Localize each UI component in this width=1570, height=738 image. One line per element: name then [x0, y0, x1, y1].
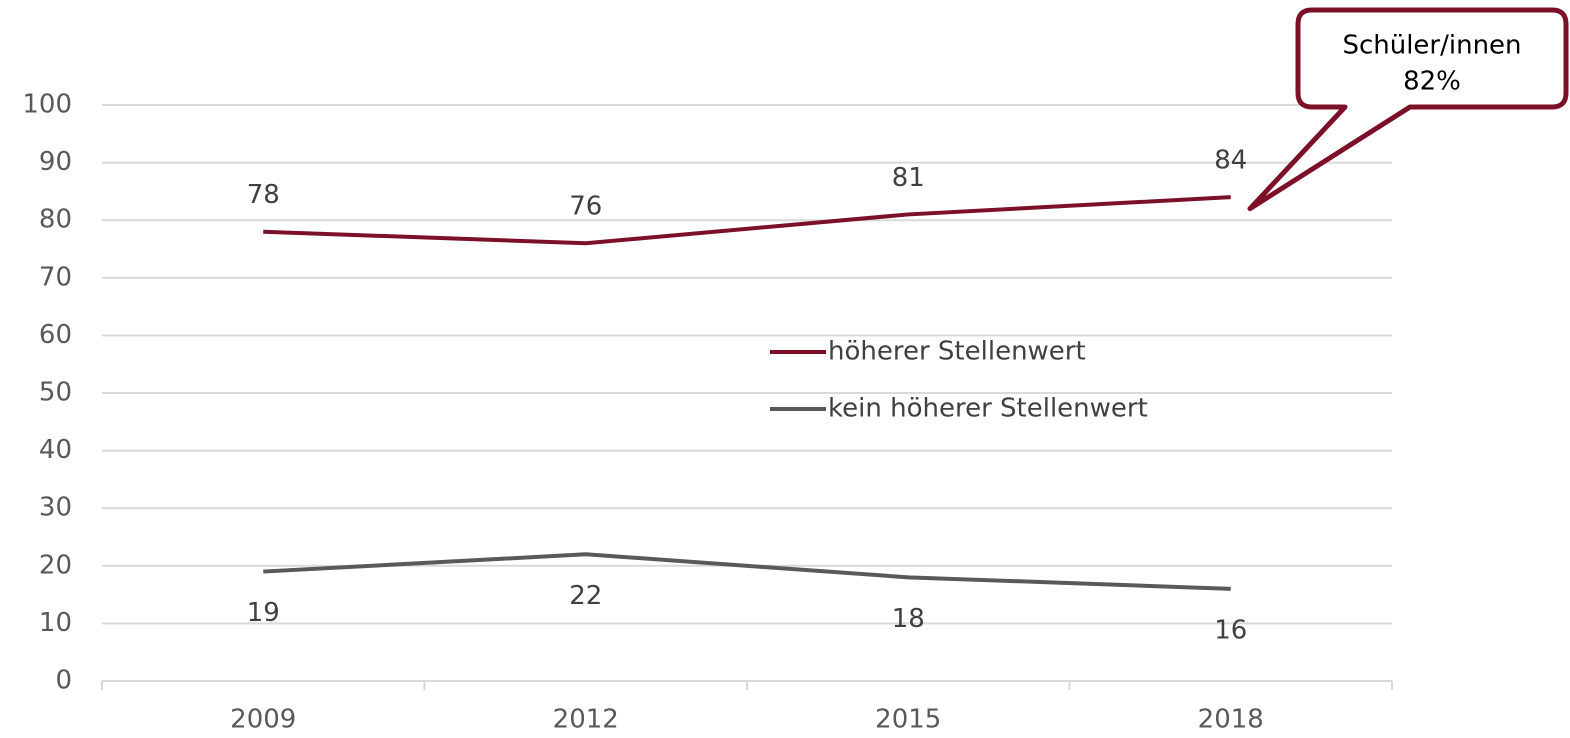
series-line	[263, 552, 1231, 591]
y-tick-label: 100	[22, 90, 72, 120]
data-label: 22	[569, 581, 602, 611]
x-tick-label: 2009	[230, 705, 296, 735]
y-tick-label: 80	[39, 205, 72, 235]
x-tick-label: 2018	[1198, 705, 1264, 735]
x-tick-label: 2012	[553, 705, 619, 735]
y-tick-label: 50	[39, 378, 72, 408]
data-label: 81	[892, 163, 925, 193]
data-label: 18	[892, 604, 925, 634]
y-tick-label: 90	[39, 147, 72, 177]
data-label: 78	[247, 180, 280, 210]
series-line	[263, 195, 1231, 246]
y-tick-label: 70	[39, 262, 72, 292]
y-tick-label: 0	[55, 666, 72, 696]
y-tick-label: 10	[39, 608, 72, 638]
callout	[1247, 7, 1569, 212]
data-label: 84	[1214, 146, 1247, 176]
legend-label: höherer Stellenwert	[828, 337, 1086, 367]
x-tick-label: 2015	[875, 705, 941, 735]
callout-label: Schüler/innen	[1342, 31, 1521, 61]
legend-label: kein höherer Stellenwert	[828, 394, 1148, 424]
y-tick-label: 60	[39, 320, 72, 350]
data-label: 76	[569, 192, 602, 222]
y-tick-label: 20	[39, 550, 72, 580]
y-tick-label: 40	[39, 435, 72, 465]
data-label: 19	[247, 598, 280, 628]
y-tick-label: 30	[39, 493, 72, 523]
callout-value: 82%	[1403, 67, 1461, 97]
data-label: 16	[1214, 615, 1247, 645]
